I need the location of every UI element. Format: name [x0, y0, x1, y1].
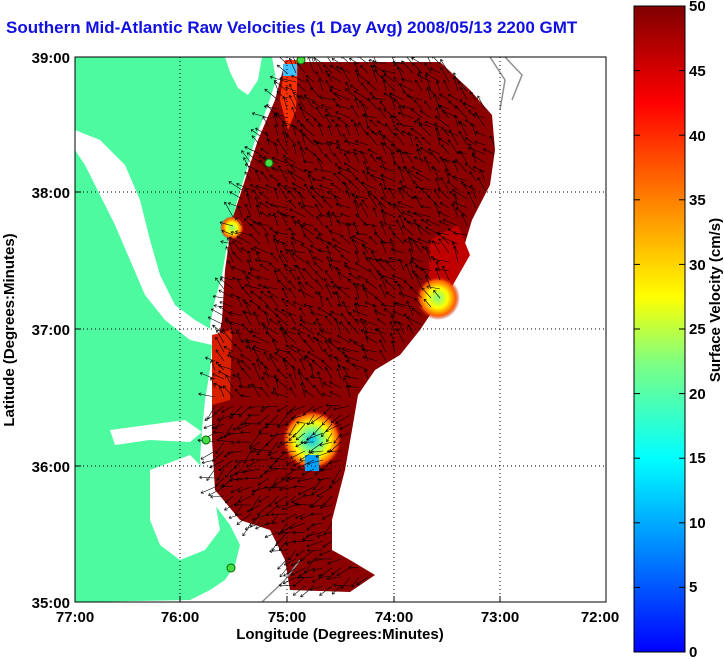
- x-tick-label: 72:00: [581, 609, 619, 626]
- chesapeake-bay: [75, 130, 212, 345]
- x-tick-label: 73:00: [481, 609, 519, 626]
- colorbar-tick-label: 25: [689, 321, 706, 338]
- colorbar-tick-label: 50: [689, 0, 706, 15]
- x-tick-label: 76:00: [161, 609, 199, 626]
- y-tick-label: 35:00: [32, 595, 70, 612]
- colorbar-tick-label: 40: [689, 128, 706, 145]
- station-marker: [201, 435, 211, 445]
- colorbar-tick-labels: 50 45 40 35 30 25 20 15 10 5 0: [689, 0, 706, 659]
- arrow-vectors: [197, 57, 495, 598]
- y-axis-label: Latitude (Degrees:Minutes): [1, 233, 18, 426]
- colorbar-tick-label: 0: [689, 644, 697, 659]
- station-marker: [264, 158, 274, 168]
- radar-stations: [201, 57, 306, 573]
- map-plot-area: [75, 57, 606, 602]
- station-marker: [296, 57, 306, 65]
- colorbar-tick-label: 15: [689, 450, 706, 467]
- colorbar-label: Surface Velocity (cm/s): [707, 218, 724, 382]
- colorbar-gradient: [633, 5, 686, 653]
- x-tick-label: 77:00: [56, 609, 94, 626]
- colorbar-tick-label: 10: [689, 515, 706, 532]
- pamlico-sound: [150, 455, 220, 560]
- x-tick-labels: 77:00 76:00 75:00 74:00 73:00 72:00: [56, 609, 619, 626]
- gridlines: [75, 57, 606, 602]
- tick-marks: [74, 56, 607, 603]
- colorbar-tick-label: 5: [689, 579, 697, 596]
- albemarle-sound: [110, 420, 202, 445]
- x-axis-label: Longitude (Degrees:Minutes): [236, 626, 444, 643]
- bathymetry-contours: [261, 57, 523, 602]
- x-tick-label: 74:00: [375, 609, 413, 626]
- y-tick-label: 38:00: [32, 185, 70, 202]
- delaware-bay: [225, 57, 262, 95]
- x-tick-label: 75:00: [268, 609, 306, 626]
- colorbar-tick-label: 35: [689, 192, 706, 209]
- y-tick-labels: 39:00 38:00 37:00 36:00 35:00: [32, 50, 70, 612]
- colorbar-tick-label: 45: [689, 63, 706, 80]
- colorbar-tick-label: 20: [689, 386, 706, 403]
- y-tick-label: 37:00: [32, 322, 70, 339]
- station-marker: [226, 563, 236, 573]
- colorbar-tick-label: 30: [689, 257, 706, 274]
- map-title: Southern Mid-Atlantic Raw Velocities (1 …: [6, 18, 578, 37]
- current-arrows: [197, 57, 495, 598]
- colorbar: 50 45 40 35 30 25 20 15 10 5 0 Surface V…: [633, 0, 724, 659]
- y-tick-label: 39:00: [32, 50, 70, 67]
- y-tick-label: 36:00: [32, 459, 70, 476]
